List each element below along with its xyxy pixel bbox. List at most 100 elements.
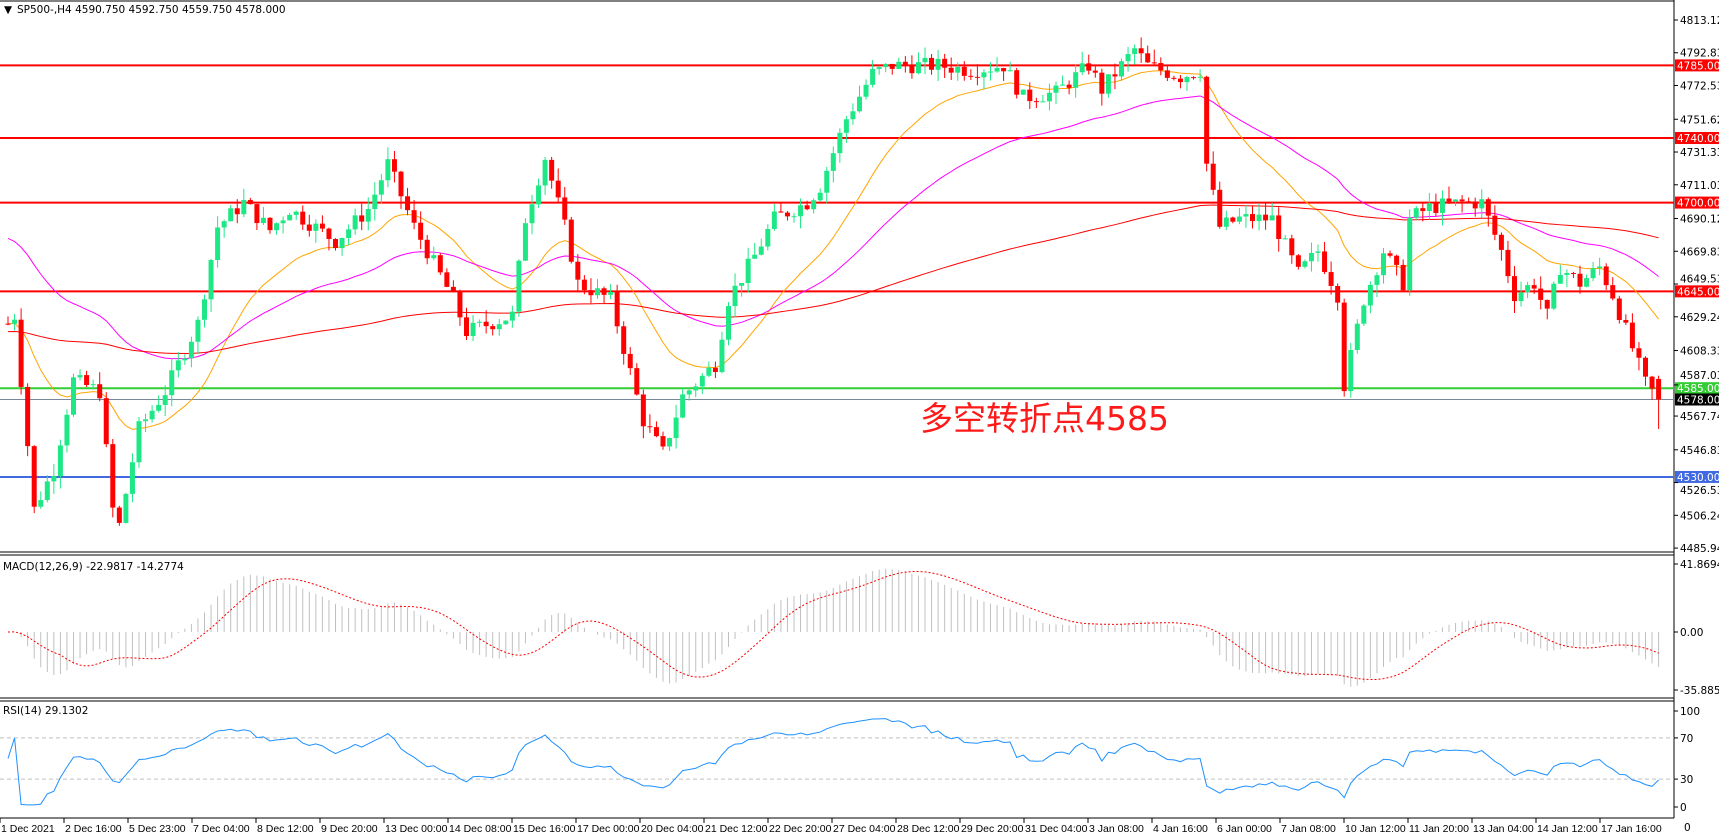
candle-body bbox=[202, 299, 207, 320]
rsi-tick-label: 30 bbox=[1680, 774, 1693, 786]
candle-body bbox=[883, 63, 889, 68]
candle-body bbox=[280, 220, 286, 224]
level-tag bbox=[1675, 470, 1719, 483]
candle-body bbox=[1191, 77, 1197, 79]
candle-body bbox=[1145, 53, 1151, 63]
candle-body bbox=[1570, 273, 1576, 275]
candle-body bbox=[477, 321, 483, 323]
candle-body bbox=[1616, 298, 1622, 320]
candle-body bbox=[18, 319, 24, 387]
candle-body bbox=[162, 395, 168, 405]
candle-body bbox=[431, 255, 437, 259]
candle-body bbox=[1498, 234, 1504, 250]
candle-body bbox=[1407, 217, 1413, 291]
price-tick-label: 4629.240 bbox=[1680, 312, 1719, 324]
candle-body bbox=[424, 239, 430, 259]
candle-body bbox=[378, 180, 384, 195]
price-tick-label: 4751.625 bbox=[1680, 114, 1719, 126]
triangle-down-icon[interactable]: ▼ bbox=[4, 4, 13, 16]
level-tag-label: 4785.000 bbox=[1677, 60, 1719, 72]
candle-body bbox=[1400, 264, 1406, 291]
macd-label: MACD(12,26,9) -22.9817 -14.2774 bbox=[3, 561, 184, 573]
level-tag bbox=[1675, 196, 1719, 209]
candle-body bbox=[595, 288, 600, 296]
candle-body bbox=[156, 404, 162, 411]
price-tick-label: 4813.125 bbox=[1680, 15, 1719, 27]
candle-body bbox=[71, 377, 76, 415]
level-tag bbox=[1675, 393, 1719, 406]
candle-body bbox=[1348, 349, 1354, 392]
price-tick-label: 4731.330 bbox=[1680, 147, 1719, 159]
candle-body bbox=[260, 217, 266, 224]
macd-tick-label: -35.8856 bbox=[1680, 685, 1719, 697]
candle-body bbox=[175, 360, 181, 371]
candle-body bbox=[712, 367, 718, 373]
candle-body bbox=[1007, 70, 1013, 72]
candle-body bbox=[221, 221, 227, 228]
price-axis: 4813.125 4792.830 4772.535 4751.625 4731.330… bbox=[1674, 15, 1719, 555]
candle-body bbox=[1413, 208, 1419, 218]
candle-body bbox=[876, 67, 882, 69]
candle-body bbox=[922, 57, 928, 63]
candle-body bbox=[437, 255, 443, 273]
time-tick-label: 22 Dec 20:00 bbox=[769, 823, 832, 835]
candle-body bbox=[1256, 214, 1262, 222]
candle-body bbox=[444, 272, 450, 287]
candle-body bbox=[1466, 201, 1472, 203]
candle-body bbox=[673, 417, 679, 439]
candle-body bbox=[948, 67, 954, 73]
candle-body bbox=[549, 159, 555, 181]
candle-body bbox=[870, 68, 876, 85]
candle-body bbox=[1590, 268, 1596, 279]
candle-body bbox=[1125, 54, 1131, 62]
candle-body bbox=[1158, 63, 1164, 71]
candle-body bbox=[752, 254, 758, 259]
candle-body bbox=[143, 419, 149, 422]
candle-body bbox=[1060, 84, 1066, 86]
candle-body bbox=[798, 205, 804, 217]
candle-body bbox=[522, 223, 528, 261]
candle-body bbox=[627, 353, 633, 369]
candle-body bbox=[385, 159, 391, 181]
time-tick-label: 7 Dec 04:00 bbox=[193, 823, 250, 835]
horizontal-levels[interactable]: 4785.000 4740.000 4700.000 4645.000 4585.000… bbox=[0, 59, 1719, 484]
candle-body bbox=[634, 368, 640, 395]
candle-body bbox=[1040, 101, 1046, 103]
candle-body bbox=[1505, 249, 1511, 277]
price-tick-label: 4506.240 bbox=[1680, 510, 1719, 522]
candle-body bbox=[1361, 305, 1367, 324]
candle-body bbox=[1472, 201, 1478, 209]
candle-body bbox=[306, 224, 312, 231]
candle-body bbox=[254, 204, 260, 224]
moving-average-line bbox=[7, 95, 1659, 360]
candle-body bbox=[1479, 199, 1485, 209]
candle-body bbox=[391, 159, 397, 172]
time-tick-label: 2 Dec 16:00 bbox=[65, 823, 122, 835]
candle-body bbox=[346, 229, 352, 239]
time-tick-label: 5 Dec 23:00 bbox=[129, 823, 186, 835]
rsi-panel: 100 70 30 0 bbox=[0, 706, 1700, 814]
level-tag bbox=[1675, 382, 1719, 395]
candle-body bbox=[123, 493, 129, 523]
candle-body bbox=[1243, 214, 1249, 217]
candle-body bbox=[12, 319, 18, 324]
time-tick-label: 29 Dec 20:00 bbox=[961, 823, 1024, 835]
candle-body bbox=[1112, 74, 1118, 77]
macd-tick-label: 0.00 bbox=[1680, 627, 1703, 639]
candle-body bbox=[1381, 253, 1386, 276]
candle-body bbox=[77, 375, 83, 378]
candle-body bbox=[411, 210, 417, 223]
candle-body bbox=[601, 288, 607, 295]
corner-label: 0 bbox=[1684, 822, 1691, 834]
candle-body bbox=[909, 65, 915, 74]
candle-body bbox=[1584, 278, 1590, 287]
candle-body bbox=[784, 212, 790, 217]
candle-body bbox=[31, 446, 37, 507]
candle-body bbox=[1374, 275, 1380, 285]
candle-body bbox=[1027, 89, 1033, 102]
candle-body bbox=[575, 261, 581, 280]
macd-signal-line bbox=[7, 571, 1659, 681]
candle-body bbox=[843, 119, 849, 133]
candle-body bbox=[1459, 199, 1465, 202]
